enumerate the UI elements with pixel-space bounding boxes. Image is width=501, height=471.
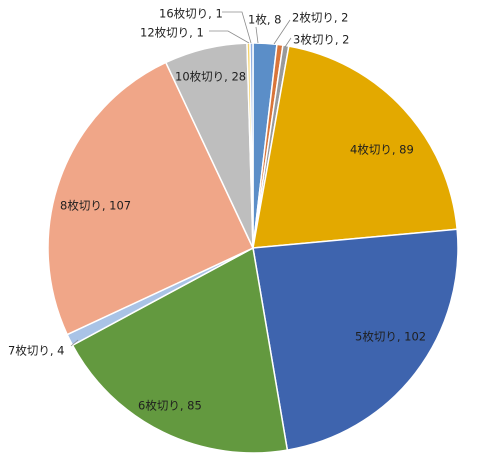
data-label-4: 4枚切り, 89 [350,143,414,157]
data-label-5: 5枚切り, 102 [355,330,426,344]
data-label-8: 8枚切り, 107 [60,199,131,213]
data-label-10: 12枚切り, 1 [140,26,204,40]
data-label-7: 7枚切り, 4 [8,344,64,358]
pie-slice-11 [249,42,254,249]
leader-line-2 [273,19,291,45]
data-label-11: 16枚切り, 1 [159,7,223,21]
leader-line-7 [70,339,79,347]
pie-slices [47,42,459,454]
data-label-6: 6枚切り, 85 [138,399,202,413]
pie-slice-4 [252,45,458,249]
pie-slice-5 [252,228,459,451]
pie-labels: 1枚, 8 2枚切り, 2 3枚切り, 2 4枚切り, 89 5枚切り, 102 6枚切り… [8,7,426,413]
leader-line-10 [209,30,250,44]
leader-line-3 [284,37,292,48]
pie-slice-8 [47,61,254,336]
data-label-9: 10枚切り, 28 [175,70,246,84]
leader-line-11 [222,11,252,44]
data-label-1: 1枚, 8 [248,13,281,27]
leader-line-1 [255,26,259,44]
data-label-3: 3枚切り, 2 [293,33,349,47]
data-label-2: 2枚切り, 2 [292,11,348,25]
pie-slice-6 [71,247,289,454]
